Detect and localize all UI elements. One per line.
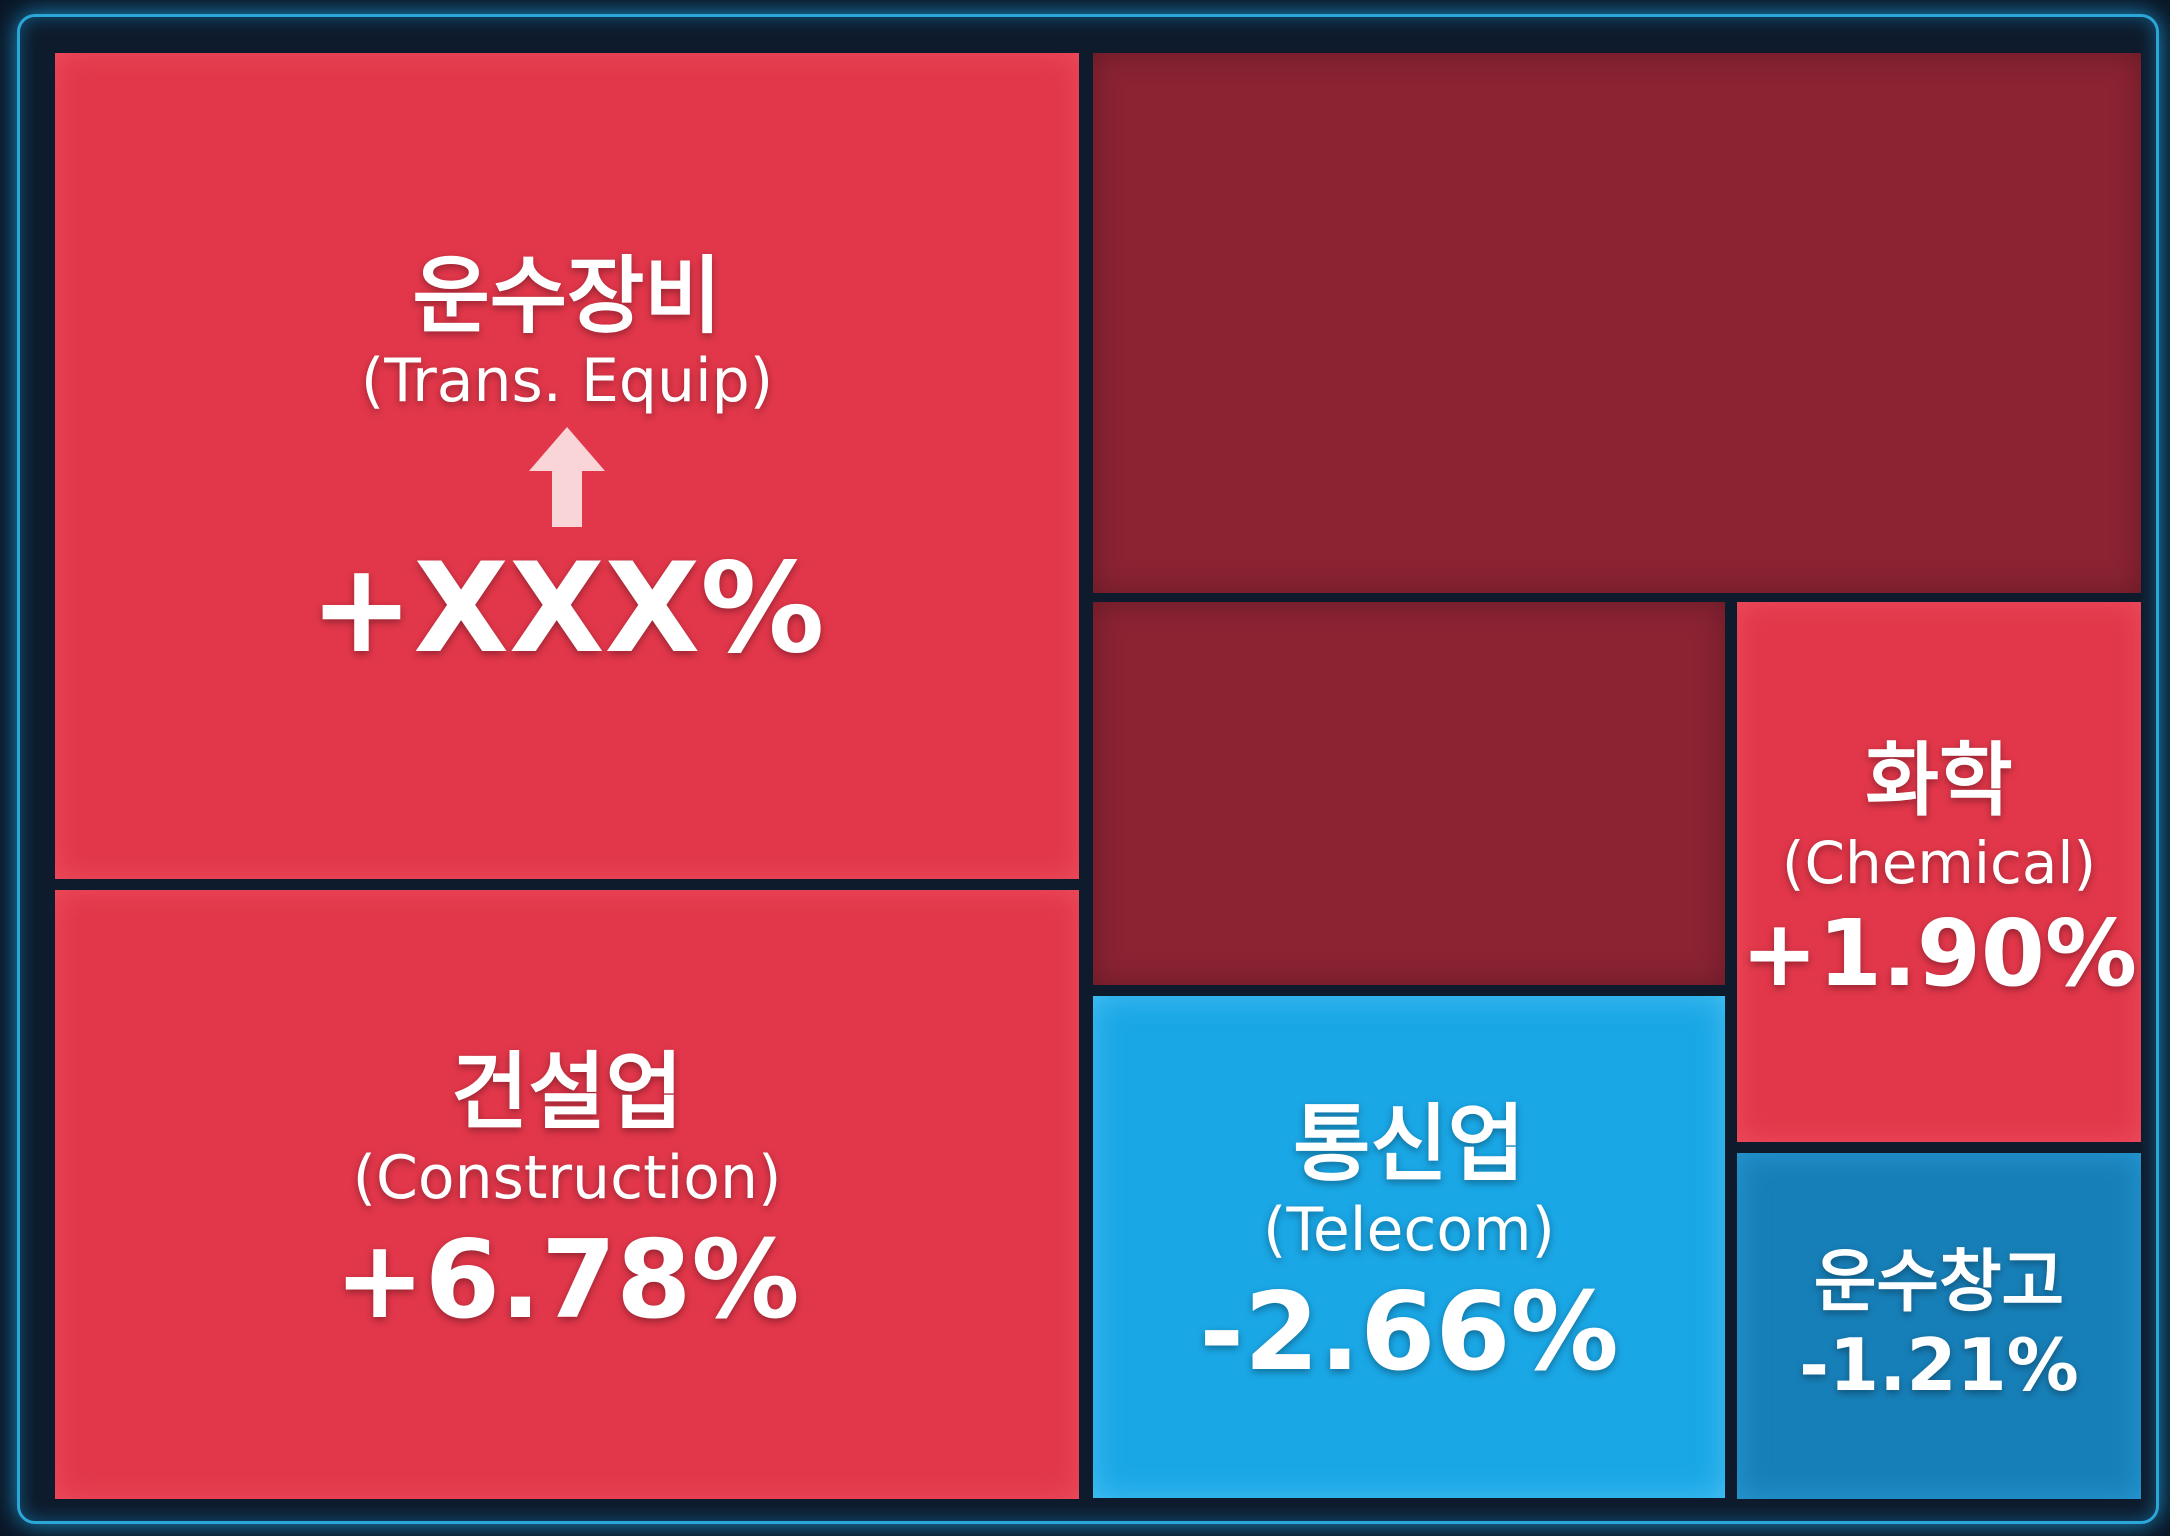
tile-change: +1.90% [1740,900,2138,1008]
tile: 운수장비 (Trans. Equip) +XXX% [55,53,1079,879]
tile-change: -1.21% [1799,1322,2079,1407]
tile-english: (Chemical) [1781,828,2097,897]
empty-tile [1093,602,1725,985]
tile-english: (Telecom) [1263,1195,1555,1265]
tile: 화학 (Chemical) +1.90% [1737,602,2141,1142]
tile-korean: 건설업 [451,1042,683,1141]
tile-korean: 화학 [1865,733,2013,827]
tile-korean: 통신업 [1293,1095,1525,1194]
tile-korean: 운수창고 [1813,1242,2065,1322]
tile: 운수창고 -1.21% [1737,1153,2141,1499]
up-arrow [529,427,605,528]
tile-change: -2.66% [1199,1270,1619,1395]
tile: 통신업 (Telecom) -2.66% [1093,996,1725,1498]
tile-change: +6.78% [334,1217,800,1343]
tile-korean: 운수장비 [412,246,722,345]
tile-english: (Trans. Equip) [360,346,774,417]
tile-english: (Construction) [352,1142,782,1213]
tile-change: +XXX% [309,537,825,682]
empty-tile [1093,53,2141,593]
tile: 건설업 (Construction) +6.78% [55,890,1079,1499]
